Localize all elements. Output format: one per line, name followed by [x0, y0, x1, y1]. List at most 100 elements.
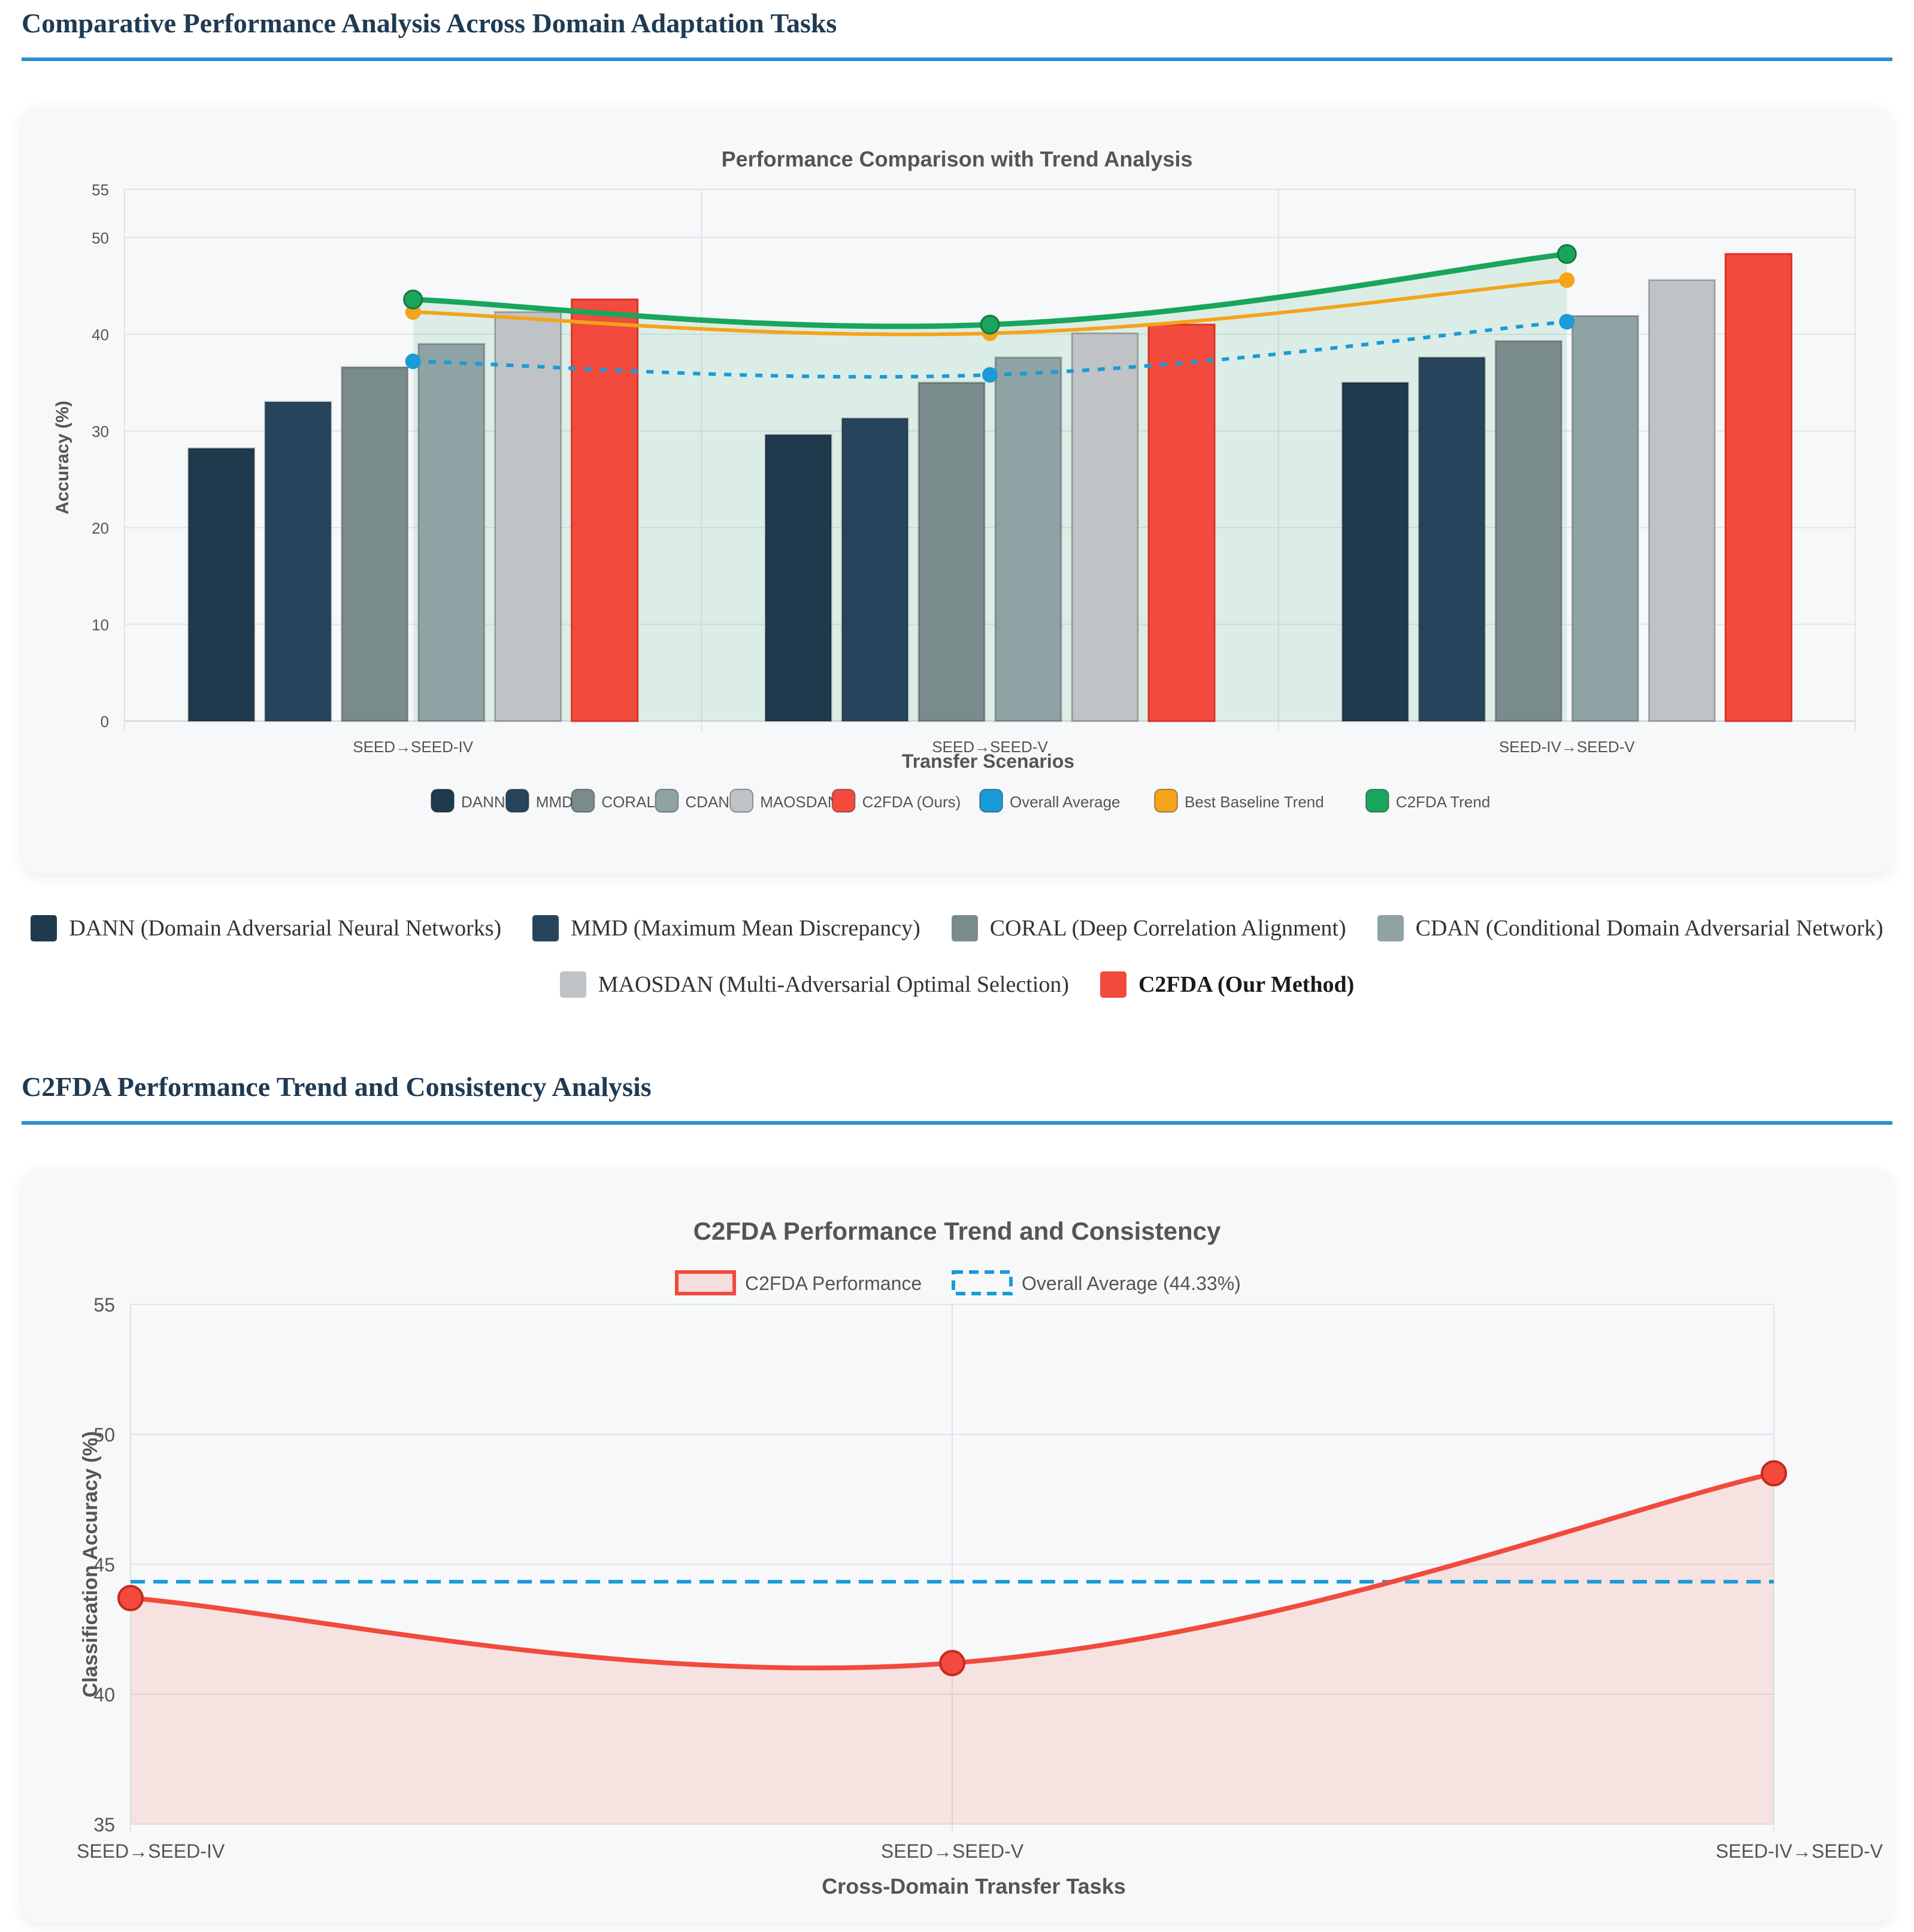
legend-label: CORAL (Deep Correlation Alignment) [989, 916, 1346, 941]
legend-marker-mmd [505, 789, 529, 813]
bar-dann [1341, 381, 1409, 722]
y-axis-title: Classification Accuracy (%) [79, 1431, 102, 1698]
point-overall-average [405, 353, 421, 370]
legend-swatch [532, 915, 559, 941]
legend-label-c2fda-trend: C2FDA Trend [1396, 793, 1491, 811]
legend-label: DANN (Domain Adversarial Neural Networks… [69, 916, 502, 941]
y-tick-label: 40 [92, 326, 109, 344]
chart-card-trend: C2FDA Performance Trend and Consistency C… [22, 1169, 1892, 1922]
legend-marker-dann [431, 789, 455, 813]
point-overall-average [1559, 314, 1575, 330]
legend-label-coral: CORAL [601, 793, 655, 811]
point-best-baseline-trend [1559, 272, 1575, 288]
chart-title: Performance Comparison with Trend Analys… [722, 147, 1193, 171]
bar-maosdan [1648, 279, 1716, 722]
legend-label-mmd: MMD [536, 793, 573, 811]
legend-marker-maosdan [729, 789, 754, 813]
y-tick-label: 30 [92, 423, 109, 441]
method-legend-item: CORAL (Deep Correlation Alignment) [951, 915, 1346, 941]
legend-marker-c2fda-trend [1365, 789, 1389, 813]
bar-dann [764, 434, 832, 722]
y-tick-label: 20 [92, 519, 109, 537]
c2fda-performance-area [131, 1473, 1774, 1824]
chart-legend: DANN MMD CORAL CDAN MAOSDAN C2FDA (Ours) Overa… [431, 789, 1491, 813]
legend-label: MMD (Maximum Mean Discrepancy) [571, 916, 920, 941]
bar-c2fda-ours [1147, 323, 1216, 722]
y-tick-label: 50 [92, 229, 109, 247]
x-tick-label: SEED-IV→SEED-V [1499, 738, 1635, 756]
c2fda-performance-point [939, 1649, 965, 1676]
legend-marker-c2fda-performance [675, 1270, 736, 1295]
y-tick-label: 10 [92, 616, 109, 634]
performance-comparison-chart: Performance Comparison with Trend Analys… [53, 147, 1856, 813]
method-legend-item: MMD (Maximum Mean Discrepancy) [532, 915, 920, 941]
y-axis-title: Accuracy (%) [53, 401, 72, 514]
point-c2fda-trend [980, 314, 1000, 335]
x-axis-title: Cross-Domain Transfer Tasks [822, 1874, 1126, 1898]
bar-maosdan [1071, 332, 1139, 722]
legend-label-overall-average: Overall Average [1010, 793, 1120, 811]
point-c2fda-trend [403, 289, 423, 310]
bar-cdan [417, 343, 486, 722]
y-tick-label: 45 [93, 1554, 115, 1576]
legend-label: CDAN (Conditional Domain Adversarial Net… [1415, 916, 1883, 941]
method-legend-row-1: DANN (Domain Adversarial Neural Networks… [22, 910, 1892, 946]
legend-label: MAOSDAN (Multi-Adversarial Optimal Selec… [598, 972, 1069, 997]
bar-coral [1494, 340, 1562, 722]
legend-marker-best-baseline-trend [1154, 789, 1178, 813]
point-c2fda-trend [1556, 244, 1577, 264]
bar-c2fda-ours [571, 298, 639, 722]
y-tick-label: 40 [93, 1684, 115, 1706]
chart-card-comparison: Performance Comparison with Trend Analys… [22, 107, 1892, 873]
legend-marker-c2fda-ours [831, 789, 856, 813]
legend-label-cdan: CDAN [685, 793, 729, 811]
legend-swatch [559, 971, 586, 998]
method-legend-row-2: MAOSDAN (Multi-Adversarial Optimal Selec… [22, 967, 1892, 1003]
bar-c2fda-ours [1724, 253, 1792, 722]
x-tick-label: SEED-IV→SEED-V [1716, 1840, 1883, 1862]
section-title-trend: C2FDA Performance Trend and Consistency … [22, 1071, 652, 1102]
section-title-comparative: Comparative Performance Analysis Across … [22, 8, 837, 38]
c2fda-performance-point [1761, 1460, 1787, 1487]
bar-coral [917, 381, 986, 722]
legend-marker-overall-average [979, 789, 1003, 813]
legend-label-maosdan: MAOSDAN [760, 793, 838, 811]
method-legend-item: C2FDA (Our Method) [1100, 971, 1354, 998]
legend-label-dann: DANN [461, 793, 505, 811]
legend-marker-coral [571, 789, 595, 813]
bar-mmd [1418, 356, 1486, 722]
c2fda-trend-chart: C2FDA Performance Trend and Consistency C… [77, 1217, 1883, 1898]
legend-marker-overall-average [952, 1270, 1013, 1295]
bar-coral [341, 366, 409, 722]
bar-dann [187, 447, 256, 722]
legend-marker-cdan [655, 789, 679, 813]
chart-title: C2FDA Performance Trend and Consistency [693, 1217, 1221, 1245]
bar-mmd [841, 417, 909, 722]
legend-label-best-baseline-trend: Best Baseline Trend [1185, 793, 1324, 811]
x-tick-label: SEED→SEED-V [881, 1840, 1024, 1862]
bar-mmd [264, 401, 332, 722]
legend-label-c2fda-ours: C2FDA (Ours) [862, 793, 961, 811]
bar-maosdan [494, 311, 562, 722]
x-tick-label: SEED→SEED-V [932, 738, 1048, 756]
method-legend-item: MAOSDAN (Multi-Adversarial Optimal Selec… [559, 971, 1069, 998]
c2fda-performance-point [117, 1585, 144, 1612]
legend-label-c2fda-performance: C2FDA Performance [745, 1273, 922, 1294]
method-legend-item: DANN (Domain Adversarial Neural Networks… [31, 915, 501, 941]
x-axis-title: Transfer Scenarios [902, 750, 1074, 772]
legend-swatch [1377, 915, 1404, 941]
y-tick-label: 0 [101, 713, 109, 731]
bar-cdan [994, 356, 1062, 722]
point-overall-average [982, 367, 998, 383]
y-tick-label: 50 [93, 1424, 115, 1446]
legend-label-overall-average: Overall Average (44.33%) [1022, 1273, 1241, 1294]
method-legend-item: CDAN (Conditional Domain Adversarial Net… [1377, 915, 1883, 941]
legend-swatch [951, 915, 978, 941]
x-tick-label: SEED→SEED-IV [77, 1840, 225, 1862]
title-divider [22, 57, 1892, 61]
legend-label: C2FDA (Our Method) [1138, 972, 1355, 997]
bar-cdan [1571, 315, 1639, 722]
title-divider [22, 1121, 1892, 1125]
y-tick-label: 55 [93, 1294, 115, 1316]
x-tick-label: SEED→SEED-IV [353, 738, 473, 756]
